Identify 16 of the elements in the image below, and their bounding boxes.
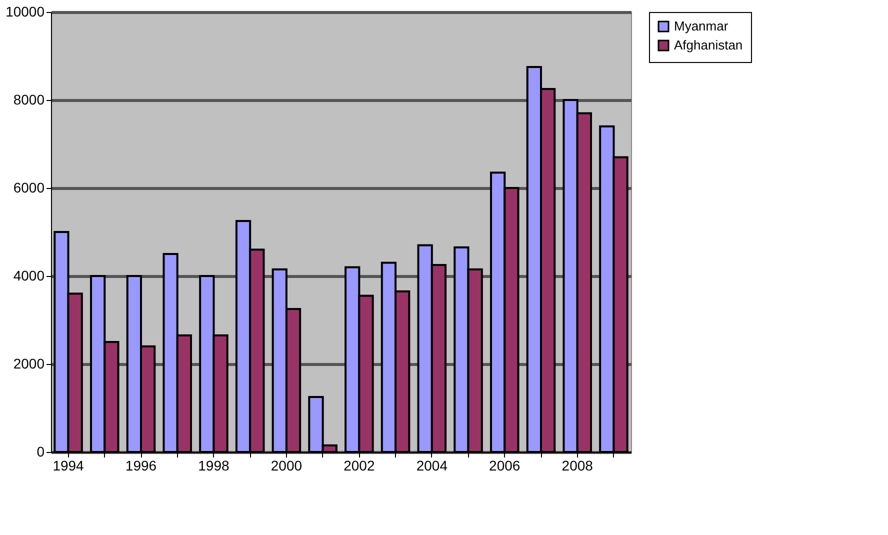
x-tick-label: 1996 [125,458,157,474]
x-tick-label: 1994 [52,458,84,474]
y-tick-label: 10000 [6,4,45,20]
y-tick-label: 4000 [13,268,45,284]
x-tick-label: 2008 [562,458,594,474]
x-tick-label: 2004 [416,458,448,474]
x-tick-label: 2002 [344,458,375,474]
y-tick-label: 2000 [13,356,45,372]
x-tick-label: 2006 [489,458,520,474]
x-tick-label: 1998 [198,458,230,474]
x-tick-label: 2000 [270,458,302,474]
legend-label: Afghanistan [674,38,743,52]
legend-label: Myanmar [674,18,729,34]
y-tick-label: 8000 [13,92,45,108]
y-tick-label: 0 [36,444,45,460]
y-tick-label: 6000 [13,180,45,196]
